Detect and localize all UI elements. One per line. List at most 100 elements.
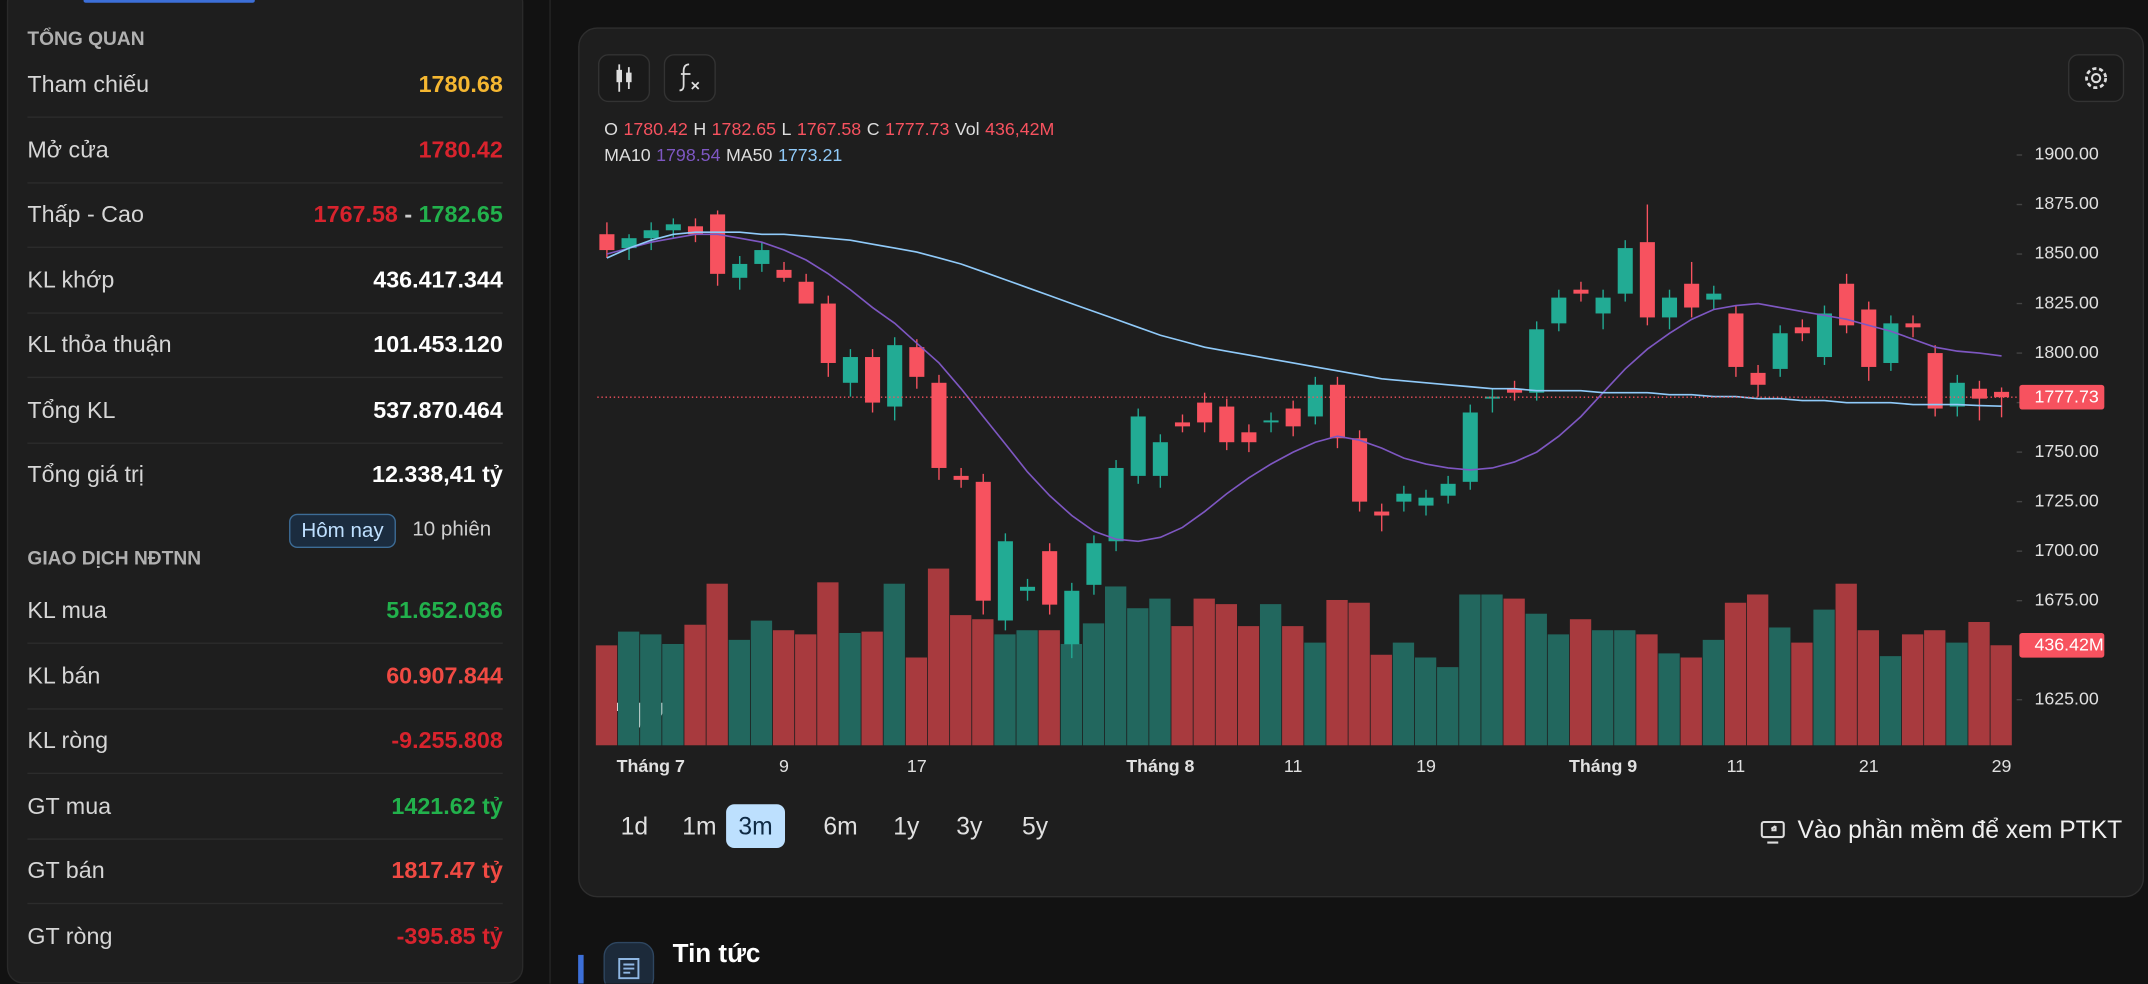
tab[interactable]: Hôm nay <box>289 513 396 548</box>
volume-bar <box>684 624 706 746</box>
candle-body <box>1529 329 1545 393</box>
icon <box>679 63 700 92</box>
volume-bar <box>1769 627 1791 746</box>
label: Mở cửa <box>27 137 109 164</box>
volume-tag <box>2019 632 2105 658</box>
volume-bar <box>1459 594 1481 746</box>
price-tag <box>2019 384 2105 410</box>
range-button[interactable]: 1m <box>682 812 717 840</box>
value: 1780.42 <box>418 137 503 164</box>
x-tick-label: 9 <box>779 756 789 776</box>
volume-bar <box>972 619 994 746</box>
range-button[interactable]: 1d <box>620 812 649 840</box>
volume-bar <box>1924 630 1946 746</box>
candle-body <box>1462 412 1478 482</box>
volume-bar <box>1392 642 1415 746</box>
value: 436.417.344 <box>373 267 503 294</box>
open-software-link[interactable]: Vào phần mềm để xem PTKT <box>1797 817 2122 844</box>
candle-body <box>732 263 748 278</box>
icon <box>1760 820 1785 839</box>
y-tick-label: 1900.00 <box>2034 144 2098 164</box>
candle-body <box>754 250 770 264</box>
range-button[interactable]: 3y <box>956 812 983 840</box>
section-title: GIAO DỊCH NĐTNN <box>27 546 202 569</box>
volume-bar <box>1304 642 1326 746</box>
candle-body <box>798 281 814 304</box>
news-icon <box>603 941 655 984</box>
volume-bar <box>662 643 684 746</box>
icon <box>616 69 622 83</box>
legend-item: L <box>781 119 791 139</box>
volume-bar <box>1370 654 1392 746</box>
y-tick-label: 1825.00 <box>2034 292 2098 312</box>
tab[interactable]: 10 phiên <box>412 517 492 542</box>
candle-button[interactable] <box>598 54 651 103</box>
volume-bar <box>1525 613 1547 746</box>
candle-body <box>1794 327 1810 334</box>
volume-bar <box>617 631 640 746</box>
y-tick-label: 1750.00 <box>2034 441 2098 461</box>
label: Tổng giá trị <box>27 461 144 488</box>
legend-item: 436,42M <box>985 119 1054 139</box>
divider <box>549 0 551 984</box>
row: Tổng giá trị 12.338,41 tỷ <box>27 443 502 507</box>
value: 12.338,41 tỷ <box>371 461 503 488</box>
legend-item: 1780.42 <box>623 119 687 139</box>
volume-bar <box>706 583 728 746</box>
range-button[interactable]: 1y <box>893 812 920 840</box>
candle-body <box>1949 382 1965 407</box>
volume-bar <box>640 634 662 746</box>
settings-button[interactable] <box>2068 54 2125 103</box>
separator: - <box>404 201 413 228</box>
candle-body <box>621 238 637 249</box>
volume-bar <box>1835 583 1857 746</box>
x-tick-label: Tháng 8 <box>1126 756 1194 776</box>
value: -9.255.808 <box>391 727 503 754</box>
volume-bar <box>1990 645 2012 746</box>
label: KL mua <box>27 597 107 624</box>
volume-bar <box>1879 656 1902 746</box>
candle-body <box>887 345 903 407</box>
candle-body <box>1816 313 1833 358</box>
volume-bar <box>1437 667 1459 746</box>
x-tick-label: Tháng 7 <box>617 756 685 776</box>
volume-bar <box>1791 642 1813 746</box>
candle-body <box>931 382 947 468</box>
volume-bar <box>1215 604 1238 746</box>
label: GT ròng <box>27 923 113 950</box>
volume-bar <box>1105 586 1127 746</box>
candle-body <box>1440 483 1456 496</box>
volume-bar <box>1414 657 1437 746</box>
candle-body <box>1219 406 1235 443</box>
y-tick-label: 1625.00 <box>2034 688 2098 708</box>
volume-bar <box>950 615 972 746</box>
high: 1782.65 <box>418 201 503 228</box>
candle-body <box>1639 242 1655 318</box>
range-button[interactable]: 6m <box>823 812 858 840</box>
range-button[interactable]: 5y <box>1022 812 1049 840</box>
value: 1767.58 - 1782.65 <box>314 201 503 228</box>
volume-bar <box>994 634 1016 746</box>
row: KL ròng -9.255.808 <box>27 708 503 775</box>
volume-bar <box>1481 594 1503 746</box>
ma-line <box>606 233 2002 543</box>
y-tick-label: 1850.00 <box>2034 243 2098 263</box>
candle-body <box>643 230 659 239</box>
icon <box>618 958 640 980</box>
x-tick-label: 17 <box>907 756 927 776</box>
candle-body <box>1573 289 1589 294</box>
candle-body <box>1772 333 1788 369</box>
candle-body <box>1905 323 1921 328</box>
volume-bar <box>1813 609 1835 746</box>
candle-body <box>842 357 858 383</box>
range-button[interactable]: 3m <box>726 804 786 849</box>
label: Tổng KL <box>27 397 116 424</box>
row: Mở cửa 1780.42 <box>27 118 503 184</box>
indicator-button[interactable] <box>663 54 716 103</box>
candle-body <box>1994 391 2010 398</box>
y-tick-label: 1675.00 <box>2034 589 2098 609</box>
value: 60.907.844 <box>386 663 503 690</box>
candle-body <box>1086 543 1102 585</box>
candle-body <box>1042 551 1058 605</box>
